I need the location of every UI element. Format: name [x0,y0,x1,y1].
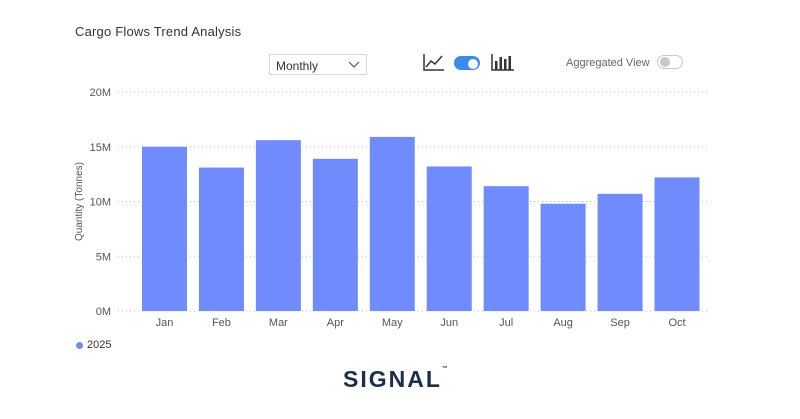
x-tick-label: Jun [440,317,458,329]
period-dropdown-value: Monthly [276,59,319,73]
toggle-knob [660,57,670,67]
x-tick-label: Mar [269,317,288,329]
y-tick-label: 15M [90,142,111,154]
chart-title: Cargo Flows Trend Analysis [75,24,242,39]
legend-label: 2025 [87,339,112,351]
y-tick-label: 5M [96,251,111,263]
period-dropdown[interactable]: Monthly [269,54,367,75]
aggregated-view-toggle[interactable] [657,55,683,69]
aggregated-view-label: Aggregated View [566,57,650,69]
bar [142,146,187,311]
x-tick-label: Oct [668,317,685,329]
bar [540,203,586,311]
toggle-knob [468,59,478,69]
x-tick-label: Jul [499,317,513,329]
bar [198,167,244,311]
bar [312,158,358,311]
bar [654,177,700,311]
x-tick-label: Apr [327,317,344,329]
line-chart-icon[interactable] [423,53,445,71]
bar-chart-icon[interactable] [491,53,515,71]
chevron-down-icon [348,61,360,68]
x-tick-label: Sep [610,317,630,329]
x-tick-label: Aug [553,317,573,329]
x-tick-label: Feb [212,317,231,329]
chart-view-toggle[interactable] [454,56,480,70]
logo-trademark: ™ [441,366,448,372]
legend-marker [76,341,83,349]
x-tick-label: Jan [156,317,174,329]
logo-text: SIGNAL [343,366,442,392]
y-tick-label: 10M [90,197,111,209]
bar [255,140,301,311]
signal-logo: SIGNAL™ [343,366,448,393]
bar [483,186,529,311]
bar [597,193,643,311]
y-axis-label: Quantity (Tonnes) [74,162,85,241]
chart-legend: 2025 [76,339,111,351]
bar [369,136,415,311]
y-tick-label: 0M [96,306,111,318]
bar [426,166,472,311]
x-tick-label: May [382,317,403,329]
y-tick-label: 20M [90,87,111,99]
